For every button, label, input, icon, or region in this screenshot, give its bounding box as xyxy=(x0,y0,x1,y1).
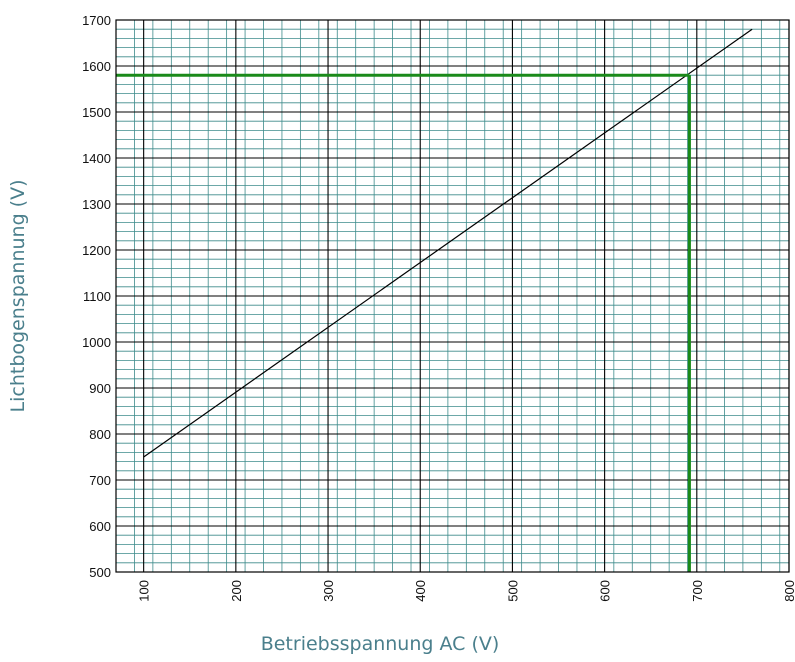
y-tick-label: 1100 xyxy=(83,289,111,304)
y-axis-title: Lichtbogenspannung (V) xyxy=(7,180,29,413)
x-tick-label: 300 xyxy=(321,580,336,602)
x-tick-label: 500 xyxy=(505,580,520,602)
y-tick-label: 1200 xyxy=(82,243,111,258)
x-tick-label: 400 xyxy=(413,580,428,602)
y-tick-label: 1500 xyxy=(82,105,111,120)
y-tick-labels: 500 600 700 800 900 1000 1100 1200 1300 1400 1500 1… xyxy=(82,13,111,580)
x-tick-labels: 100 200 300 400 500 600 700 800 xyxy=(137,580,795,602)
x-tick-label: 200 xyxy=(229,580,244,602)
y-tick-label: 800 xyxy=(89,427,111,442)
y-tick-label: 1400 xyxy=(82,151,111,166)
x-axis-title: Betriebsspannung AC (V) xyxy=(261,633,500,655)
y-tick-label: 1000 xyxy=(82,335,111,350)
y-tick-label: 700 xyxy=(89,473,111,488)
x-tick-label: 800 xyxy=(782,580,795,602)
x-tick-label: 100 xyxy=(137,580,152,602)
y-tick-label: 1300 xyxy=(82,197,111,212)
y-tick-label: 500 xyxy=(89,565,111,580)
y-tick-label: 600 xyxy=(89,519,111,534)
y-tick-label: 1600 xyxy=(82,59,111,74)
x-tick-label: 600 xyxy=(598,580,613,602)
x-tick-label: 700 xyxy=(690,580,705,602)
y-tick-label: 900 xyxy=(89,381,111,396)
y-tick-label: 1700 xyxy=(82,13,111,28)
